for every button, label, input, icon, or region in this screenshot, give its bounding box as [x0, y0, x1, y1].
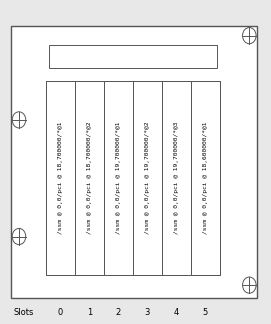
Text: /ssm @ 0,0/pci @ 19,700000/*@3: /ssm @ 0,0/pci @ 19,700000/*@3: [174, 122, 179, 235]
Bar: [75, 81, 104, 275]
Bar: [46, 81, 75, 275]
Bar: [133, 81, 162, 275]
Text: /ssm @ 0,0/pci @ 19,700000/*@2: /ssm @ 0,0/pci @ 19,700000/*@2: [145, 122, 150, 235]
Text: /ssm @ 0,0/pci @ 18,600000/*@1: /ssm @ 0,0/pci @ 18,600000/*@1: [202, 122, 208, 235]
Bar: [11, 26, 257, 298]
Text: 5: 5: [202, 308, 208, 317]
Text: /ssm @ 0,0/pci @ 18,700000/*@1: /ssm @ 0,0/pci @ 18,700000/*@1: [58, 122, 63, 235]
Bar: [104, 81, 133, 275]
Text: Slots: Slots: [14, 308, 34, 317]
Text: 4: 4: [173, 308, 179, 317]
Text: 3: 3: [144, 308, 150, 317]
Bar: [191, 81, 220, 275]
Text: /ssm @ 0,0/pci @ 19,700000/*@1: /ssm @ 0,0/pci @ 19,700000/*@1: [116, 122, 121, 235]
Text: 2: 2: [116, 308, 121, 317]
Text: 0: 0: [58, 308, 63, 317]
Bar: [49, 45, 217, 68]
Text: 1: 1: [87, 308, 92, 317]
Bar: [162, 81, 191, 275]
Text: /ssm @ 0,0/pci @ 18,700000/*@2: /ssm @ 0,0/pci @ 18,700000/*@2: [87, 122, 92, 235]
Bar: [46, 81, 220, 275]
